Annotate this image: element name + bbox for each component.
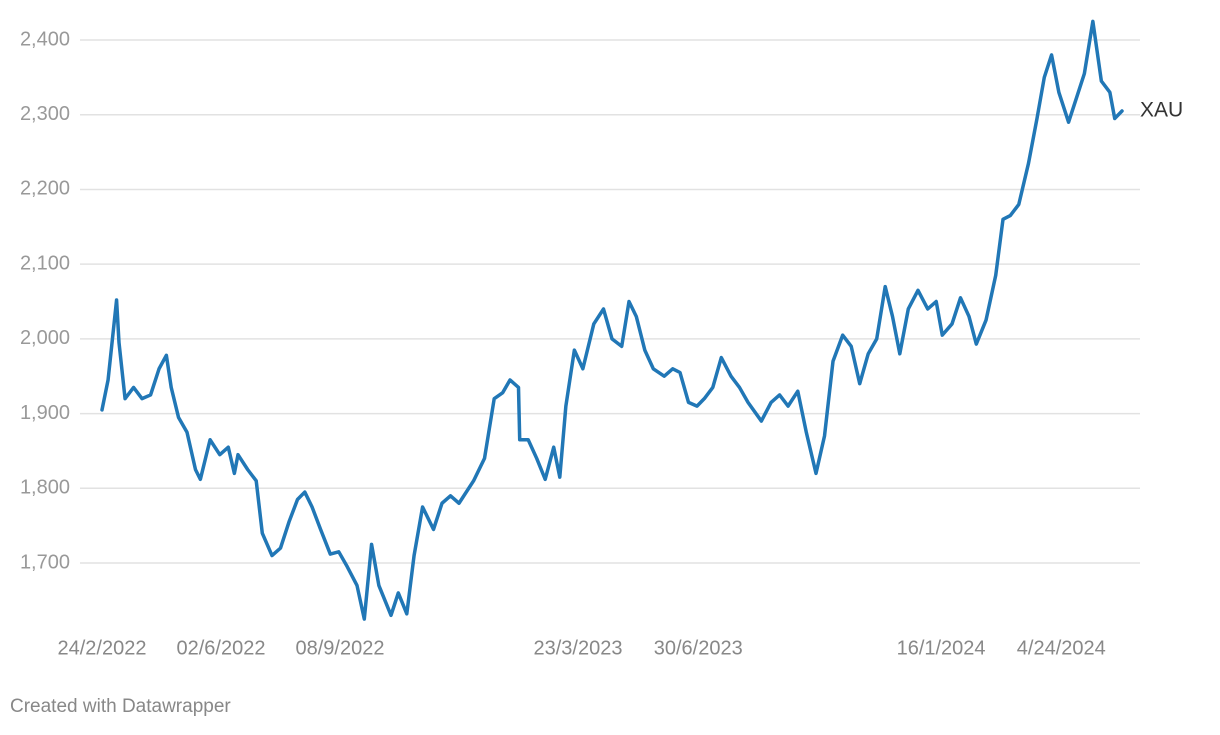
y-tick-label: 1,700: [20, 551, 70, 573]
y-tick-label: 2,200: [20, 178, 70, 200]
x-tick-label: 02/6/2022: [177, 637, 266, 659]
x-tick-label: 16/1/2024: [897, 637, 986, 659]
x-tick-label: 24/2/2022: [58, 637, 147, 659]
x-tick-label: 4/24/2024: [1017, 637, 1106, 659]
footer: Created with Datawrapper: [10, 696, 231, 717]
line: [100, 19, 1124, 621]
series-label: XAU: [1140, 99, 1183, 122]
x-tick-label: 23/3/2023: [534, 637, 623, 659]
y-tick-label: 2,400: [20, 28, 70, 50]
x-tick-label: 30/6/2023: [654, 637, 743, 659]
y-tick-label: 1,800: [20, 477, 70, 499]
y-tick-label: 1,900: [20, 402, 70, 424]
y-tick-label: 2,000: [20, 327, 70, 349]
y-tick-label: 2,100: [20, 252, 70, 274]
x-tick-label: 08/9/2022: [296, 637, 385, 659]
y-tick-label: 2,300: [20, 103, 70, 125]
